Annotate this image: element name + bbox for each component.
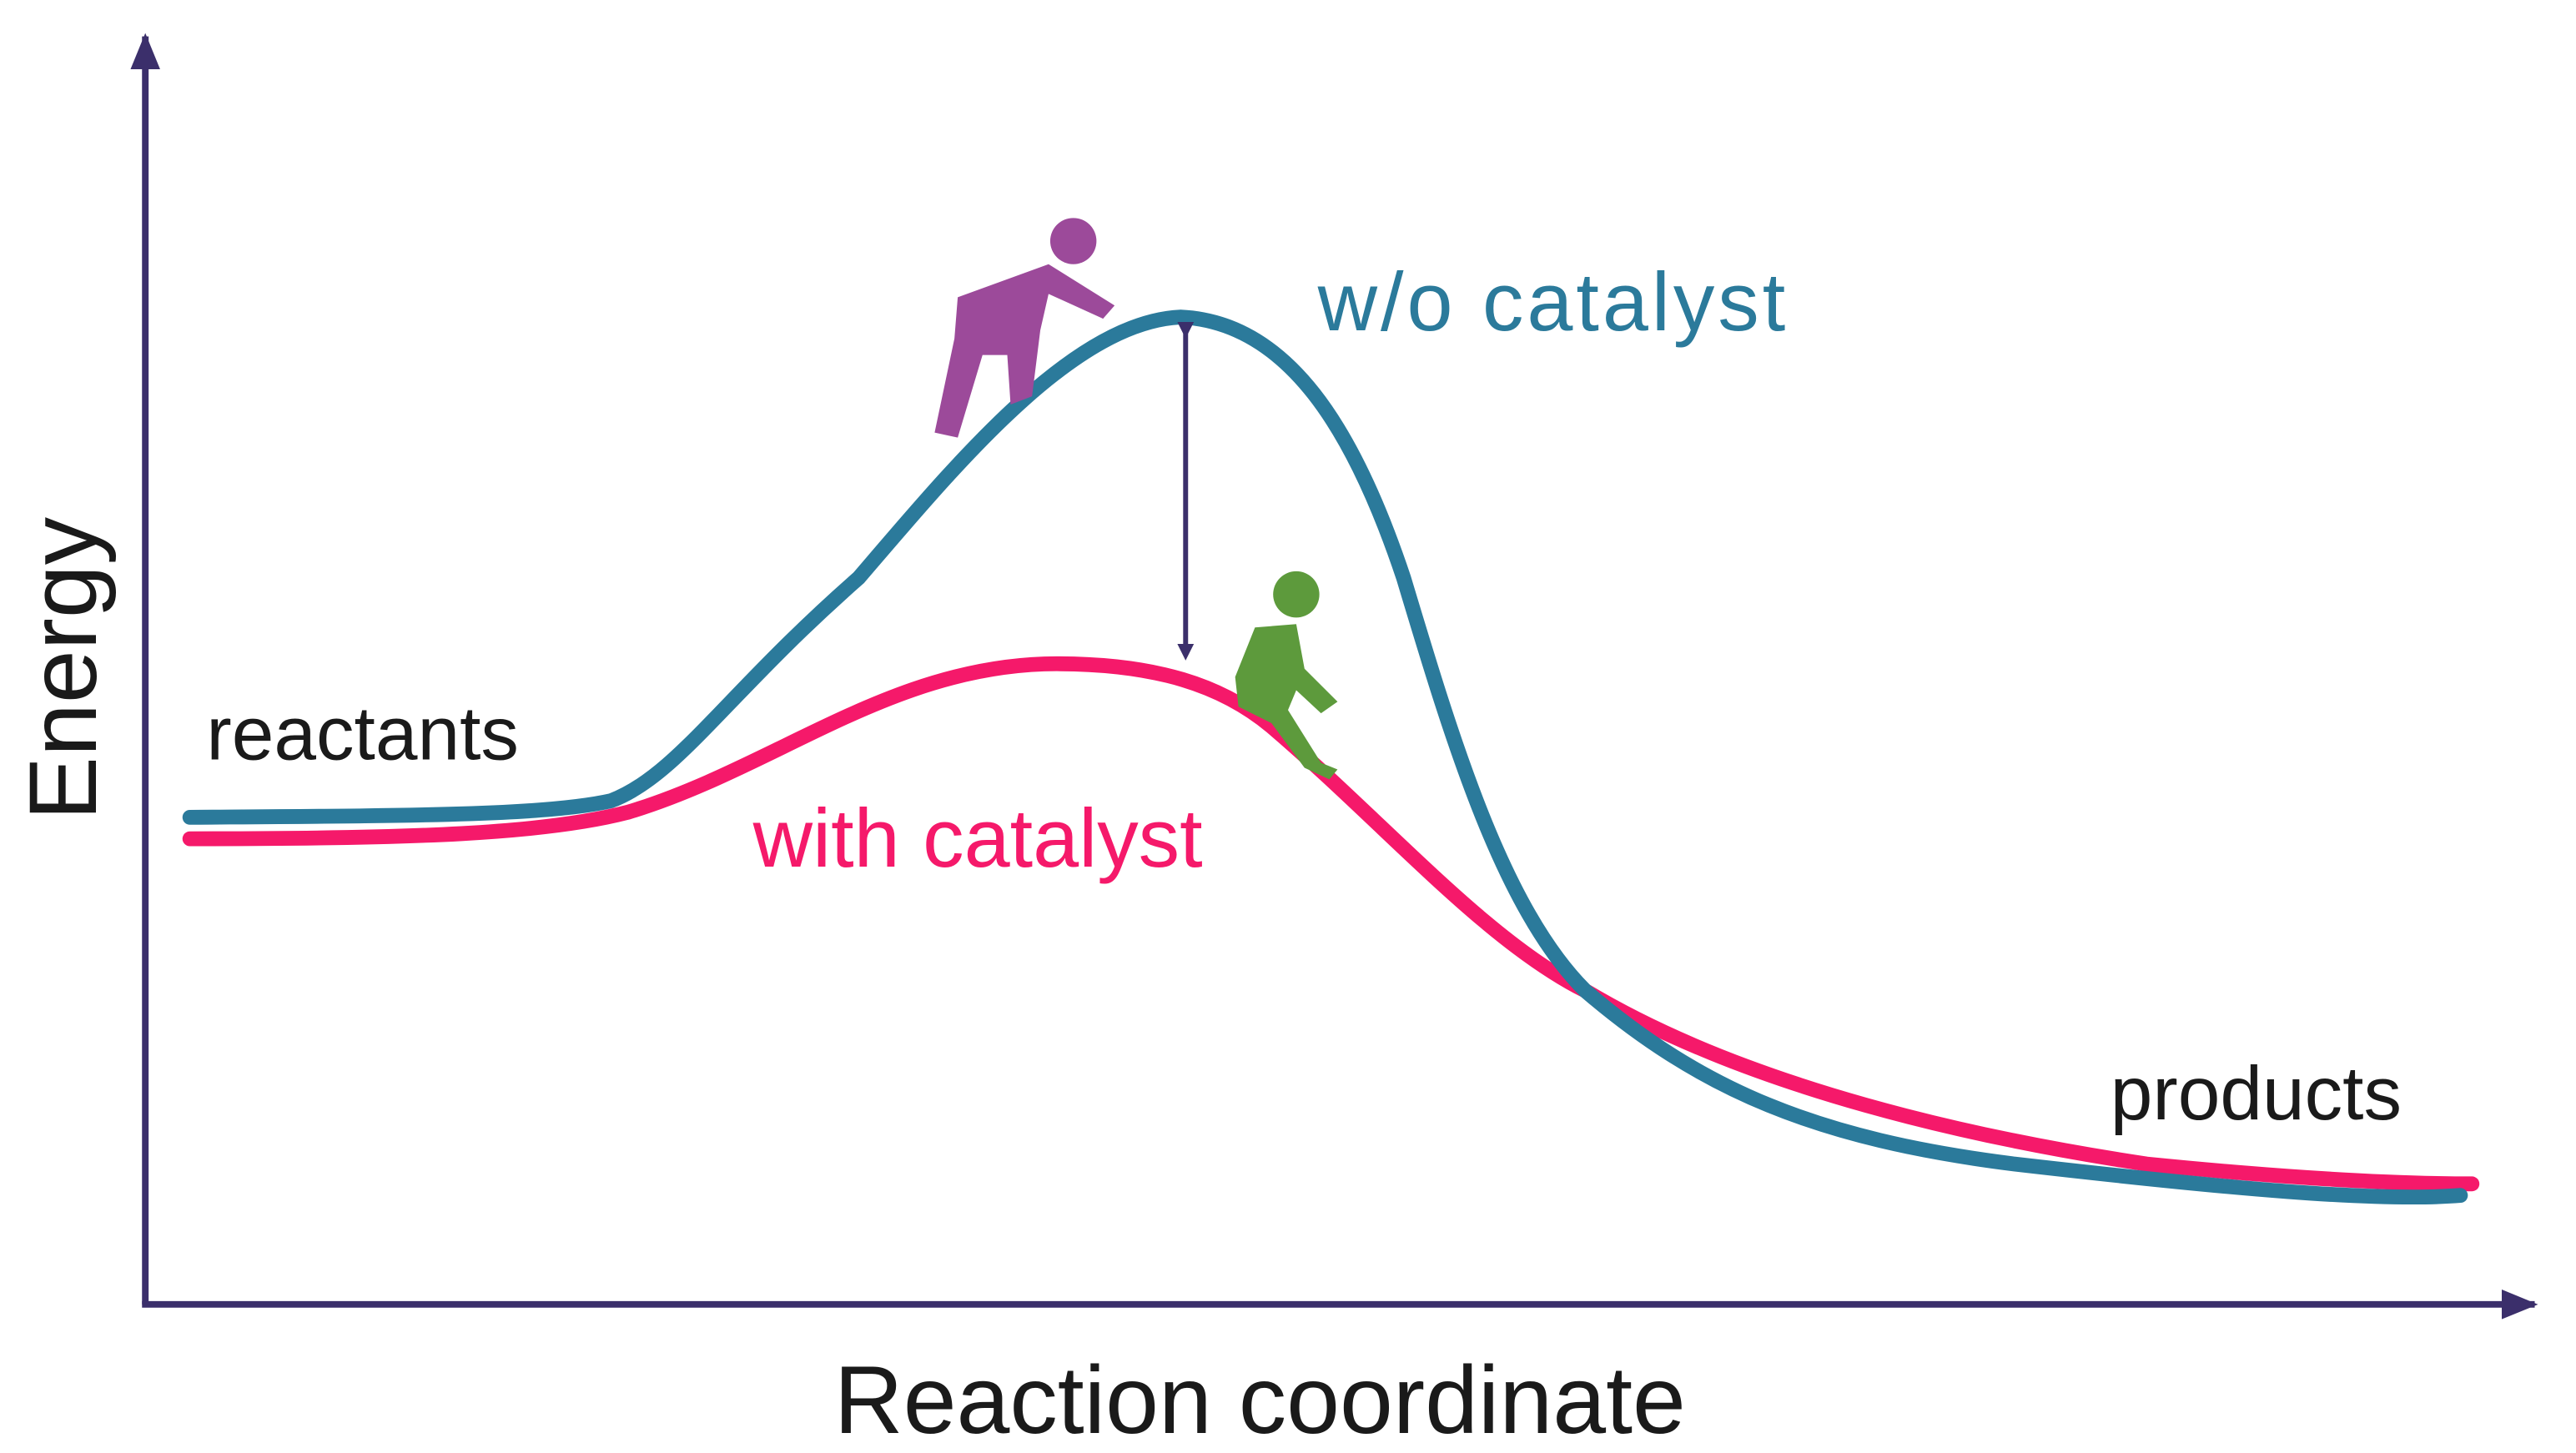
curve-without-catalyst xyxy=(182,309,2468,1205)
climber-purple xyxy=(934,218,1115,438)
reactants-label: reactants xyxy=(206,692,519,777)
with-catalyst-label: with catalyst xyxy=(752,792,1203,884)
products-label: products xyxy=(2111,1052,2402,1136)
climber-green xyxy=(1235,571,1338,780)
y-axis-label: Energy xyxy=(10,516,117,820)
x-axis-label: Reaction coordinate xyxy=(834,1347,1686,1453)
without-catalyst-label: w/o catalyst xyxy=(1317,255,1789,348)
